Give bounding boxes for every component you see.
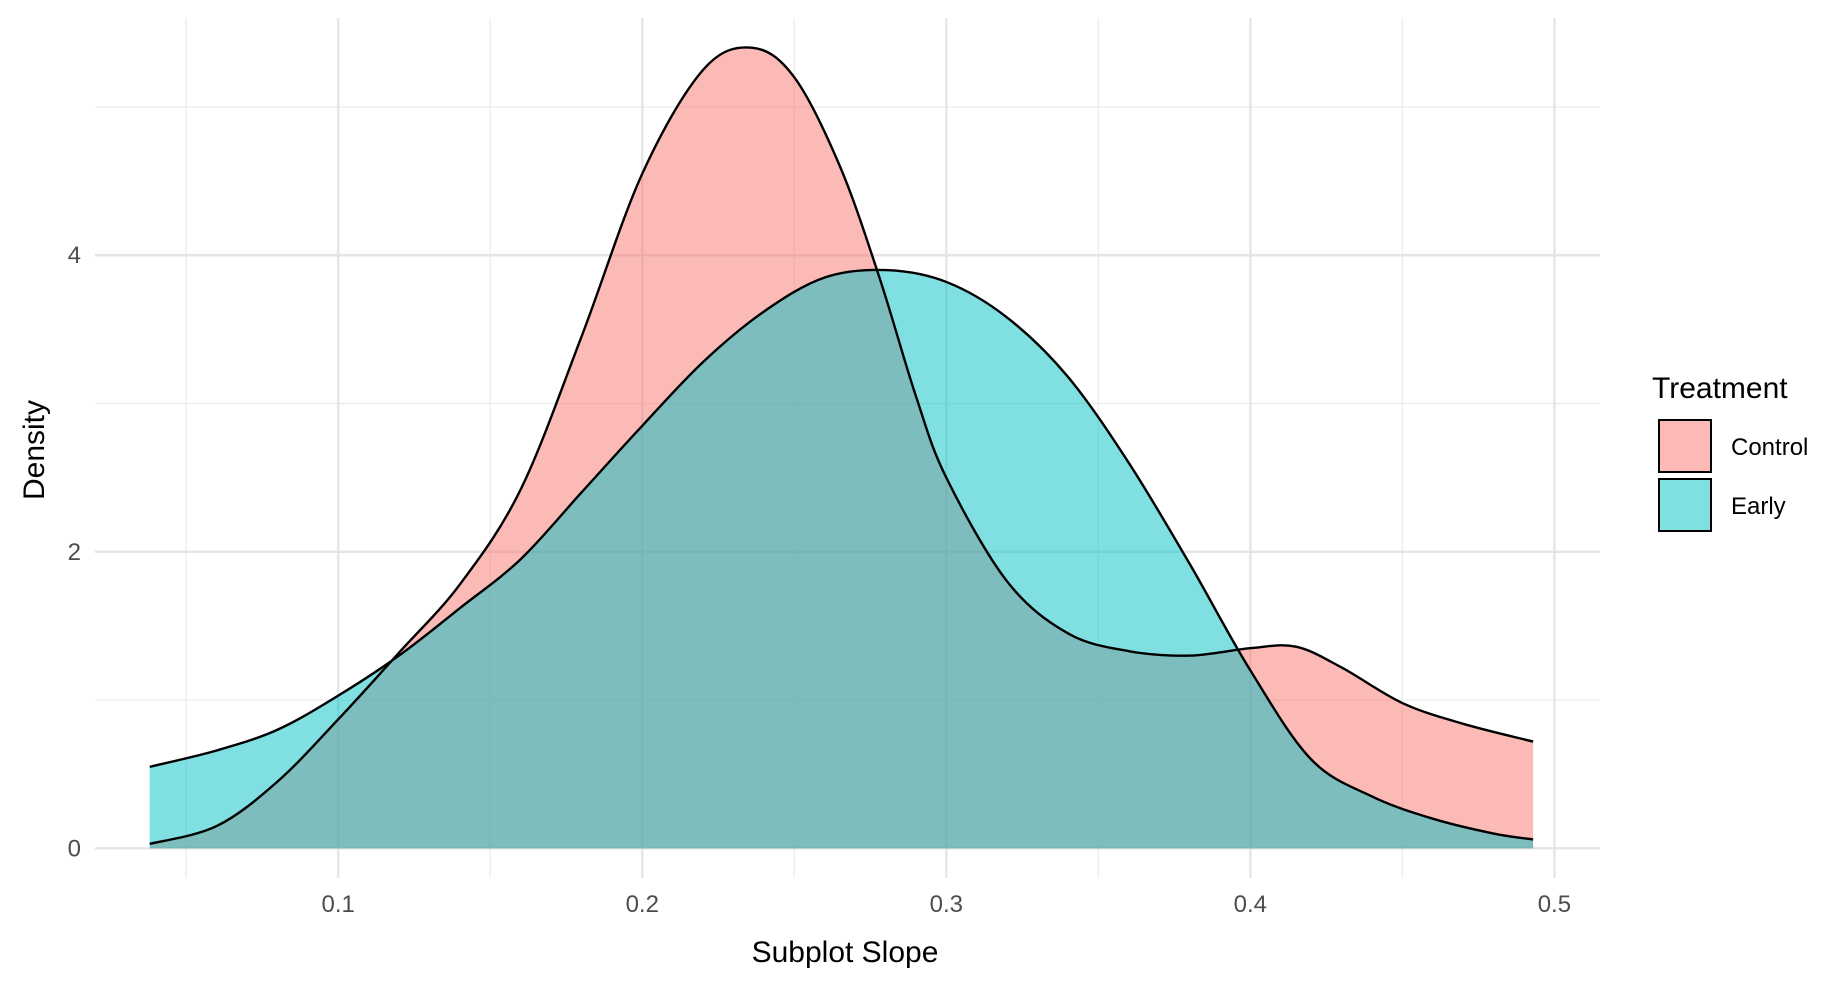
x-tick-label: 0.3	[930, 891, 963, 918]
legend: Treatment Control Early	[1652, 372, 1808, 532]
y-tick-label: 0	[68, 835, 81, 862]
x-tick-labels: 0.1 0.2 0.3 0.4 0.5	[322, 891, 1572, 918]
x-axis-title: Subplot Slope	[752, 936, 939, 969]
x-tick-label: 0.1	[322, 891, 355, 918]
legend-title: Treatment	[1652, 372, 1788, 405]
density-outline-early	[149, 268, 1534, 841]
density-area-early	[149, 269, 1534, 849]
x-tick-label: 0.5	[1538, 891, 1571, 918]
legend-label-control: Control	[1731, 434, 1808, 461]
legend-label-early: Early	[1731, 493, 1786, 520]
density-outline-control	[149, 46, 1534, 846]
x-tick-label: 0.4	[1234, 891, 1267, 918]
y-tick-label: 2	[68, 539, 81, 566]
y-tick-labels: 0 2 4	[68, 242, 81, 862]
legend-key-control	[1658, 419, 1712, 473]
density-areas	[149, 46, 1534, 849]
y-axis-title: Density	[18, 400, 51, 500]
y-tick-label: 4	[68, 242, 81, 269]
x-tick-label: 0.2	[626, 891, 659, 918]
legend-key-early	[1658, 478, 1712, 532]
